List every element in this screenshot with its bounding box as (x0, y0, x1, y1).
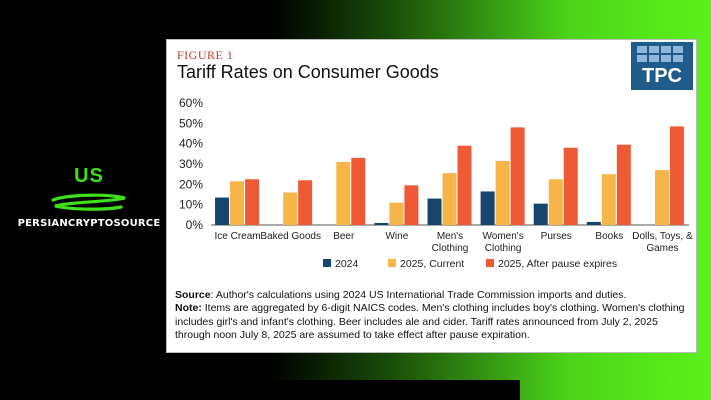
bar-2025-current (548, 179, 563, 225)
x-tick-label: Books (595, 231, 623, 242)
bar-2025-after (404, 185, 419, 225)
bar-2024 (215, 197, 230, 225)
y-tick-label: 0% (186, 218, 204, 232)
source-text: : Author's calculations using 2024 US In… (210, 289, 627, 301)
figure-label: FIGURE 1 (177, 48, 234, 62)
bar-2025-current (495, 160, 510, 225)
bar-2024 (374, 222, 389, 225)
legend-label: 2025, Current (400, 258, 464, 270)
logo-grid-icon (637, 46, 689, 64)
tpc-logo: TPC (631, 42, 693, 90)
y-tick-label: 60% (179, 96, 203, 110)
x-tick-label: Baked Goods (260, 231, 321, 242)
bar-2025-after (669, 126, 684, 225)
legend-swatch (486, 259, 494, 267)
bar-2024 (586, 221, 601, 225)
bar-2025-after (351, 157, 366, 225)
y-tick-label: 40% (179, 137, 203, 151)
chart-title: Tariff Rates on Consumer Goods (177, 62, 439, 82)
note-text: Items are aggregated by 6-digit NAICS co… (175, 302, 685, 342)
bar-2025-after (510, 127, 525, 225)
legend-swatch (388, 259, 396, 267)
bar-2025-current (230, 181, 245, 225)
x-tick-label: Wine (385, 231, 408, 242)
brand-handle: PERSIANCRYPTOSOURCE (17, 218, 161, 229)
bar-2025-after (616, 144, 631, 225)
legend-label: 2025, After pause expires (498, 258, 617, 270)
bar-2025-current (654, 170, 669, 225)
logo-text: TPC (642, 65, 682, 87)
x-tick-label: Purses (541, 231, 572, 242)
bar-2025-after (298, 180, 313, 225)
x-tick-label: Ice Cream (214, 231, 260, 242)
bar-2024 (427, 198, 442, 225)
legend-label: 2024 (335, 258, 359, 270)
source-line: Source: Author's calculations using 2024… (175, 289, 691, 302)
bar-2025-after (457, 145, 472, 225)
brand-country: US (74, 165, 104, 187)
bar-chart: 0% 10% 20% 30% 40% 50% 60% Ice Cream Baked Goods… (179, 96, 693, 270)
notes-block: Source: Author's calculations using 2024… (175, 289, 691, 343)
y-tick-label: 20% (179, 177, 203, 191)
bar-2025-after (245, 179, 260, 225)
bottom-bar (0, 380, 520, 400)
source-label: Source (175, 289, 211, 301)
green-scribble-icon (51, 193, 126, 211)
bar-2025-after (563, 147, 578, 225)
bar-2025-current (283, 192, 298, 225)
bar-2025-current (601, 174, 616, 225)
figure-card: FIGURE 1 Tariff Rates on Consumer Goods … (166, 39, 697, 353)
bar-2024 (480, 191, 495, 225)
y-tick-label: 10% (179, 198, 203, 212)
y-tick-label: 50% (179, 116, 203, 130)
x-tick-label: Beer (333, 231, 355, 242)
x-tick-label: Women's Clothing (483, 231, 524, 254)
note-label: Note: (175, 302, 202, 315)
x-tick-label: Dolls, Toys, & Games (632, 231, 693, 254)
legend-swatch (323, 259, 331, 267)
bar-2024 (533, 203, 548, 225)
side-brand: US PERSIANCRYPTOSOURCE (14, 165, 164, 229)
bar-2025-current (336, 161, 351, 225)
bar-2025-current (389, 202, 404, 225)
bar-2025-current (442, 173, 457, 225)
x-tick-label: Men's Clothing (432, 231, 469, 254)
y-tick-label: 30% (179, 157, 203, 171)
note-line: Note: Items are aggregated by 6-digit NA… (175, 302, 691, 342)
